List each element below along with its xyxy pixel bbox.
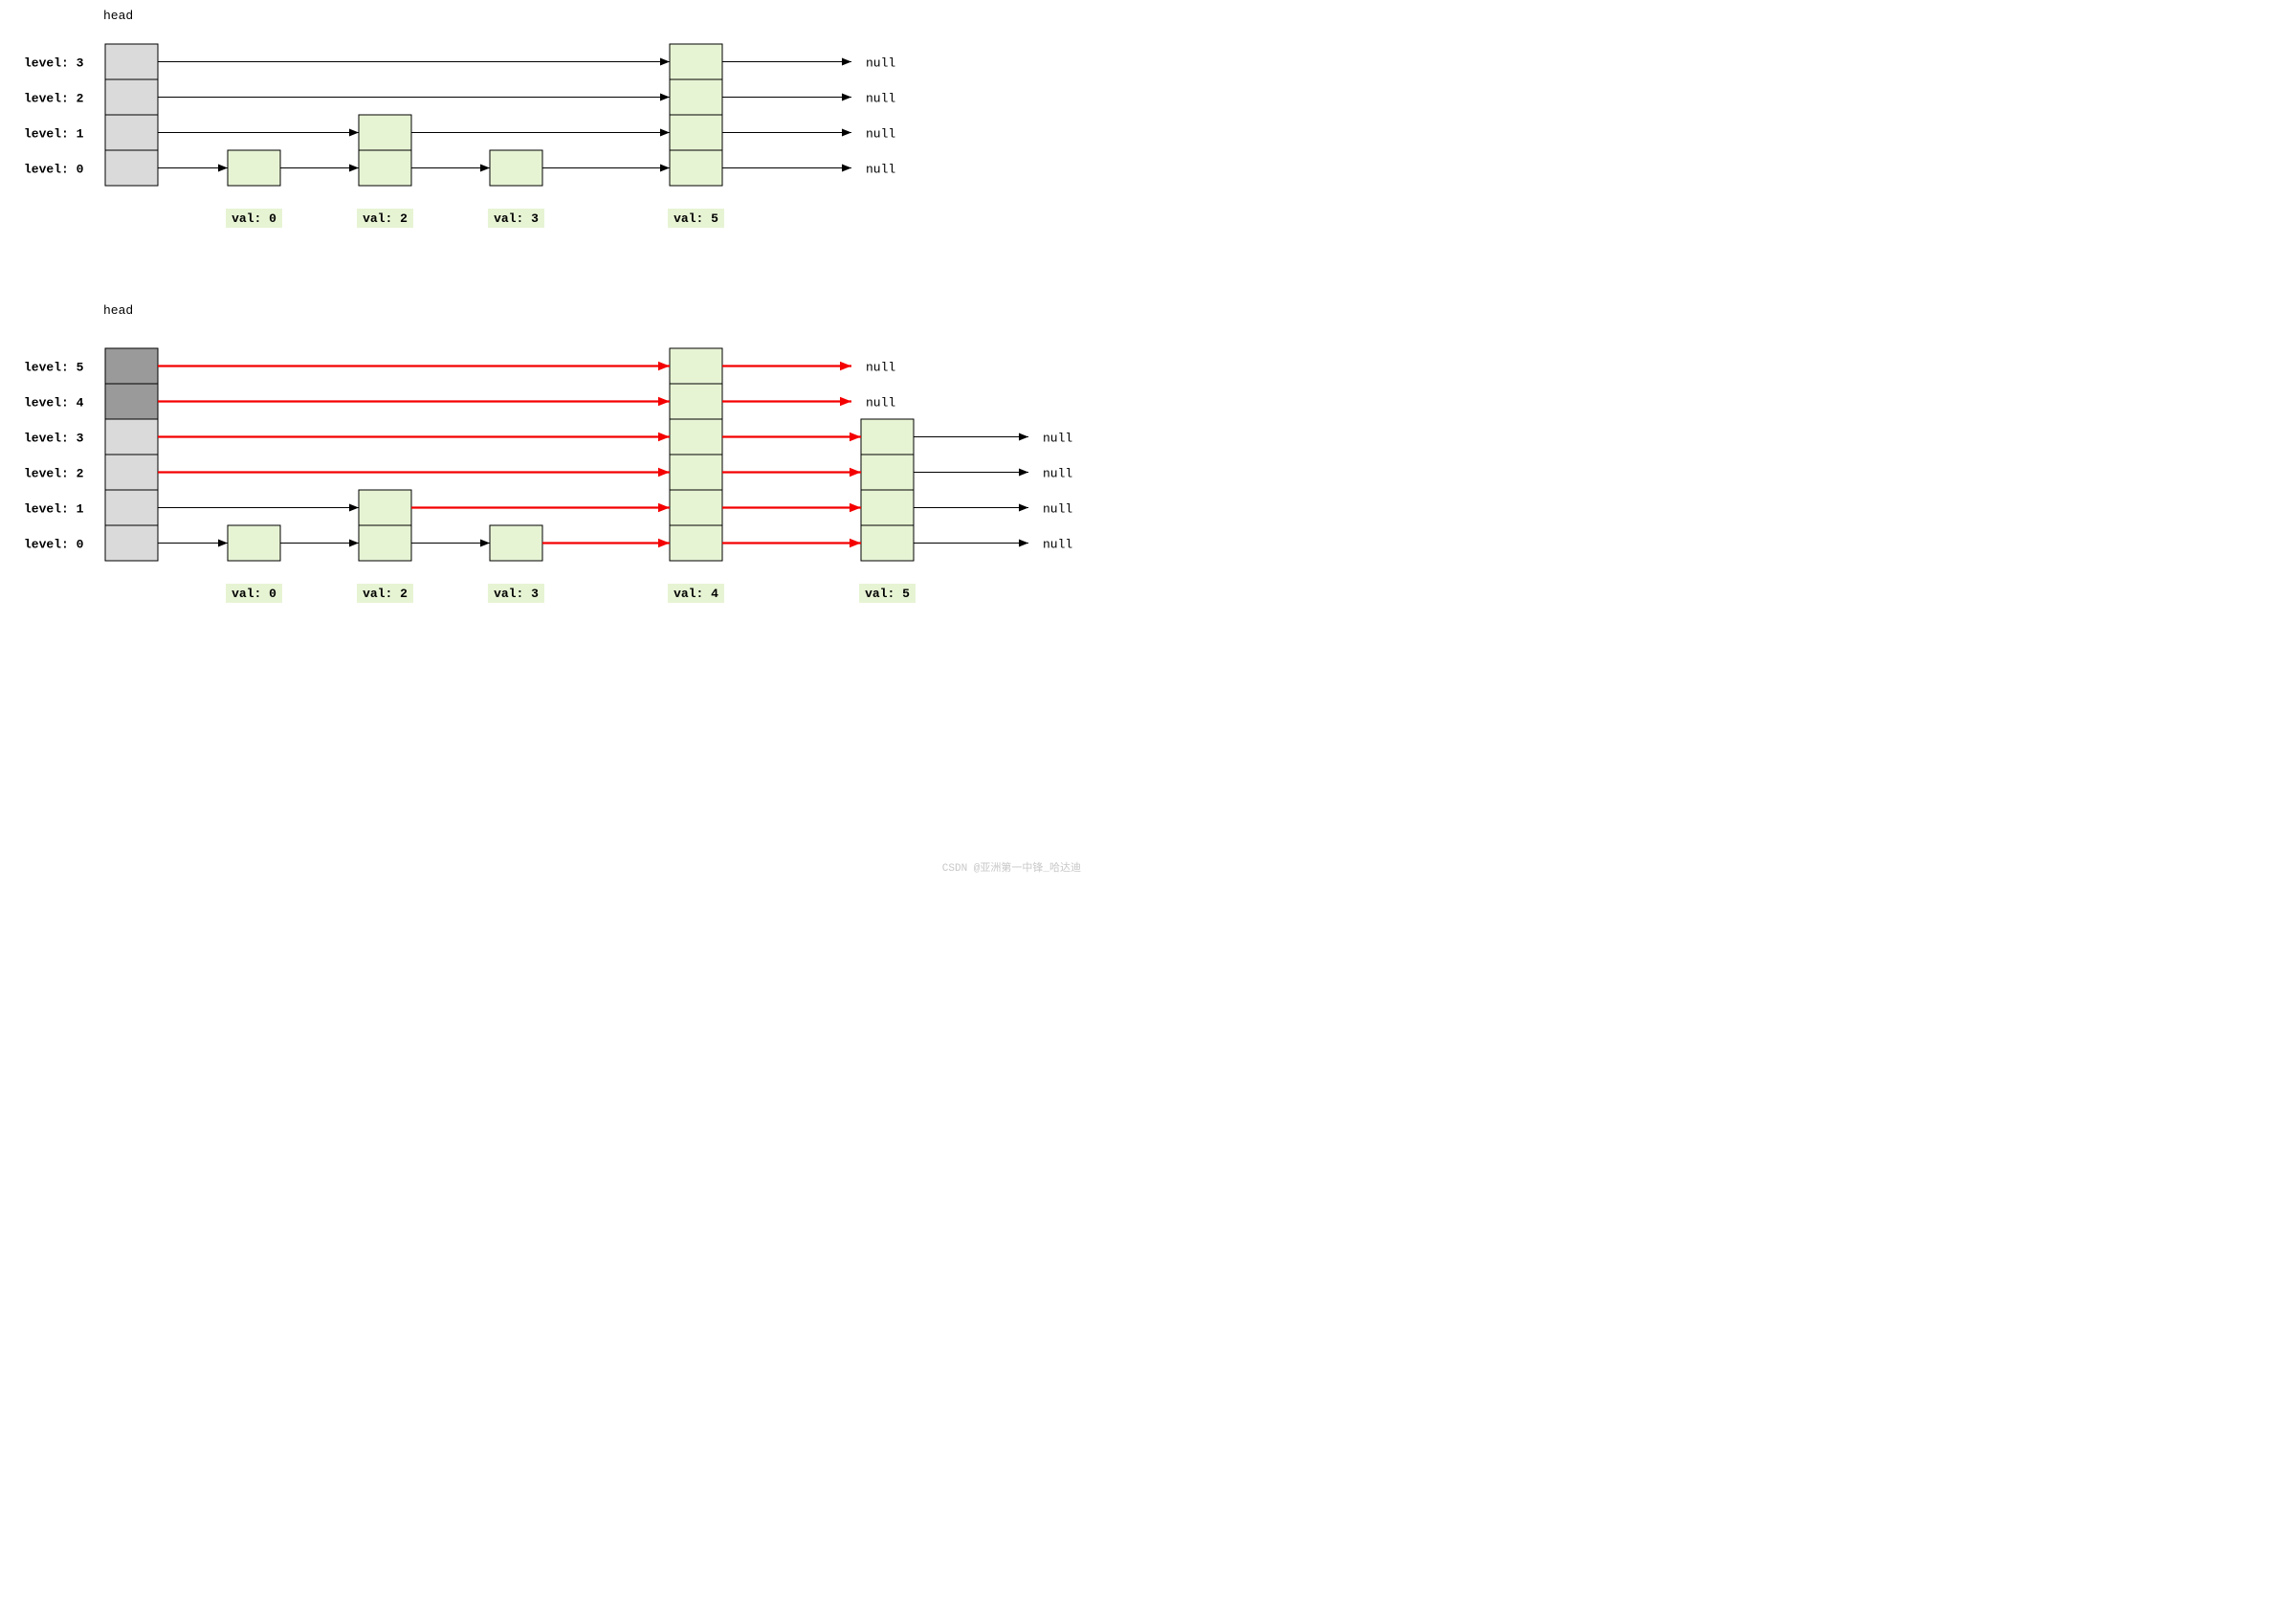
level-label-0: level: 0 <box>24 538 84 552</box>
null-label-l5: null <box>866 361 895 375</box>
node-box-v4-l1 <box>670 490 722 525</box>
null-label-l4: null <box>866 396 895 411</box>
head-label: head <box>103 303 133 318</box>
head-label: head <box>103 9 133 23</box>
head-box-head-l4 <box>105 384 158 419</box>
level-label-1: level: 1 <box>24 127 84 142</box>
node-box-v5-l3 <box>670 44 722 79</box>
level-label-0: level: 0 <box>24 163 84 177</box>
null-label-l1: null <box>1043 502 1072 517</box>
node-box-v0-l0 <box>228 150 280 186</box>
node-box-v5-l0 <box>861 525 914 561</box>
node-box-v5-l0 <box>670 150 722 186</box>
null-label-l3: null <box>1043 432 1072 446</box>
val-label-v0: val: 0 <box>232 211 276 226</box>
node-box-v4-l2 <box>670 455 722 490</box>
val-label-v2: val: 2 <box>363 587 408 601</box>
level-label-1: level: 1 <box>24 502 84 517</box>
skiplist-diagram-root: head level: 3 level: 2 level: 1 level: 0 val:… <box>0 0 2296 880</box>
node-box-v4-l3 <box>670 419 722 455</box>
node-box-v2-l0 <box>359 150 411 186</box>
node-box-v2-l1 <box>359 490 411 525</box>
head-box-head-l3 <box>105 44 158 79</box>
level-label-5: level: 5 <box>24 361 84 375</box>
head-box-head-l3 <box>105 419 158 455</box>
null-label-l0: null <box>866 163 895 177</box>
node-box-v5-l3 <box>861 419 914 455</box>
level-label-2: level: 2 <box>24 467 84 481</box>
node-box-v3-l0 <box>490 525 542 561</box>
node-box-v0-l0 <box>228 525 280 561</box>
head-box-head-l5 <box>105 348 158 384</box>
val-label-v2: val: 2 <box>363 211 408 226</box>
null-label-l2: null <box>1043 467 1072 481</box>
watermark: CSDN @亚洲第一中锋_哈达迪 <box>942 860 1081 875</box>
level-label-3: level: 3 <box>24 56 84 71</box>
node-box-v2-l0 <box>359 525 411 561</box>
node-box-v3-l0 <box>490 150 542 186</box>
head-box-head-l0 <box>105 525 158 561</box>
node-box-v5-l1 <box>670 115 722 150</box>
val-label-v4: val: 4 <box>673 587 718 601</box>
head-box-head-l1 <box>105 490 158 525</box>
head-box-head-l1 <box>105 115 158 150</box>
head-box-head-l2 <box>105 455 158 490</box>
val-label-v3: val: 3 <box>494 211 539 226</box>
node-box-v5-l1 <box>861 490 914 525</box>
val-label-v5: val: 5 <box>865 587 910 601</box>
level-label-3: level: 3 <box>24 432 84 446</box>
level-label-4: level: 4 <box>24 396 84 411</box>
level-label-2: level: 2 <box>24 92 84 106</box>
node-box-v4-l0 <box>670 525 722 561</box>
head-box-head-l0 <box>105 150 158 186</box>
node-box-v2-l1 <box>359 115 411 150</box>
null-label-l2: null <box>866 92 895 106</box>
node-box-v5-l2 <box>861 455 914 490</box>
node-box-v4-l4 <box>670 384 722 419</box>
null-label-l3: null <box>866 56 895 71</box>
val-label-v5: val: 5 <box>673 211 718 226</box>
node-box-v4-l5 <box>670 348 722 384</box>
val-label-v0: val: 0 <box>232 587 276 601</box>
null-label-l1: null <box>866 127 895 142</box>
node-box-v5-l2 <box>670 79 722 115</box>
val-label-v3: val: 3 <box>494 587 539 601</box>
skiplist-svg: head level: 3 level: 2 level: 1 level: 0 val:… <box>0 0 1244 880</box>
head-box-head-l2 <box>105 79 158 115</box>
null-label-l0: null <box>1043 538 1072 552</box>
